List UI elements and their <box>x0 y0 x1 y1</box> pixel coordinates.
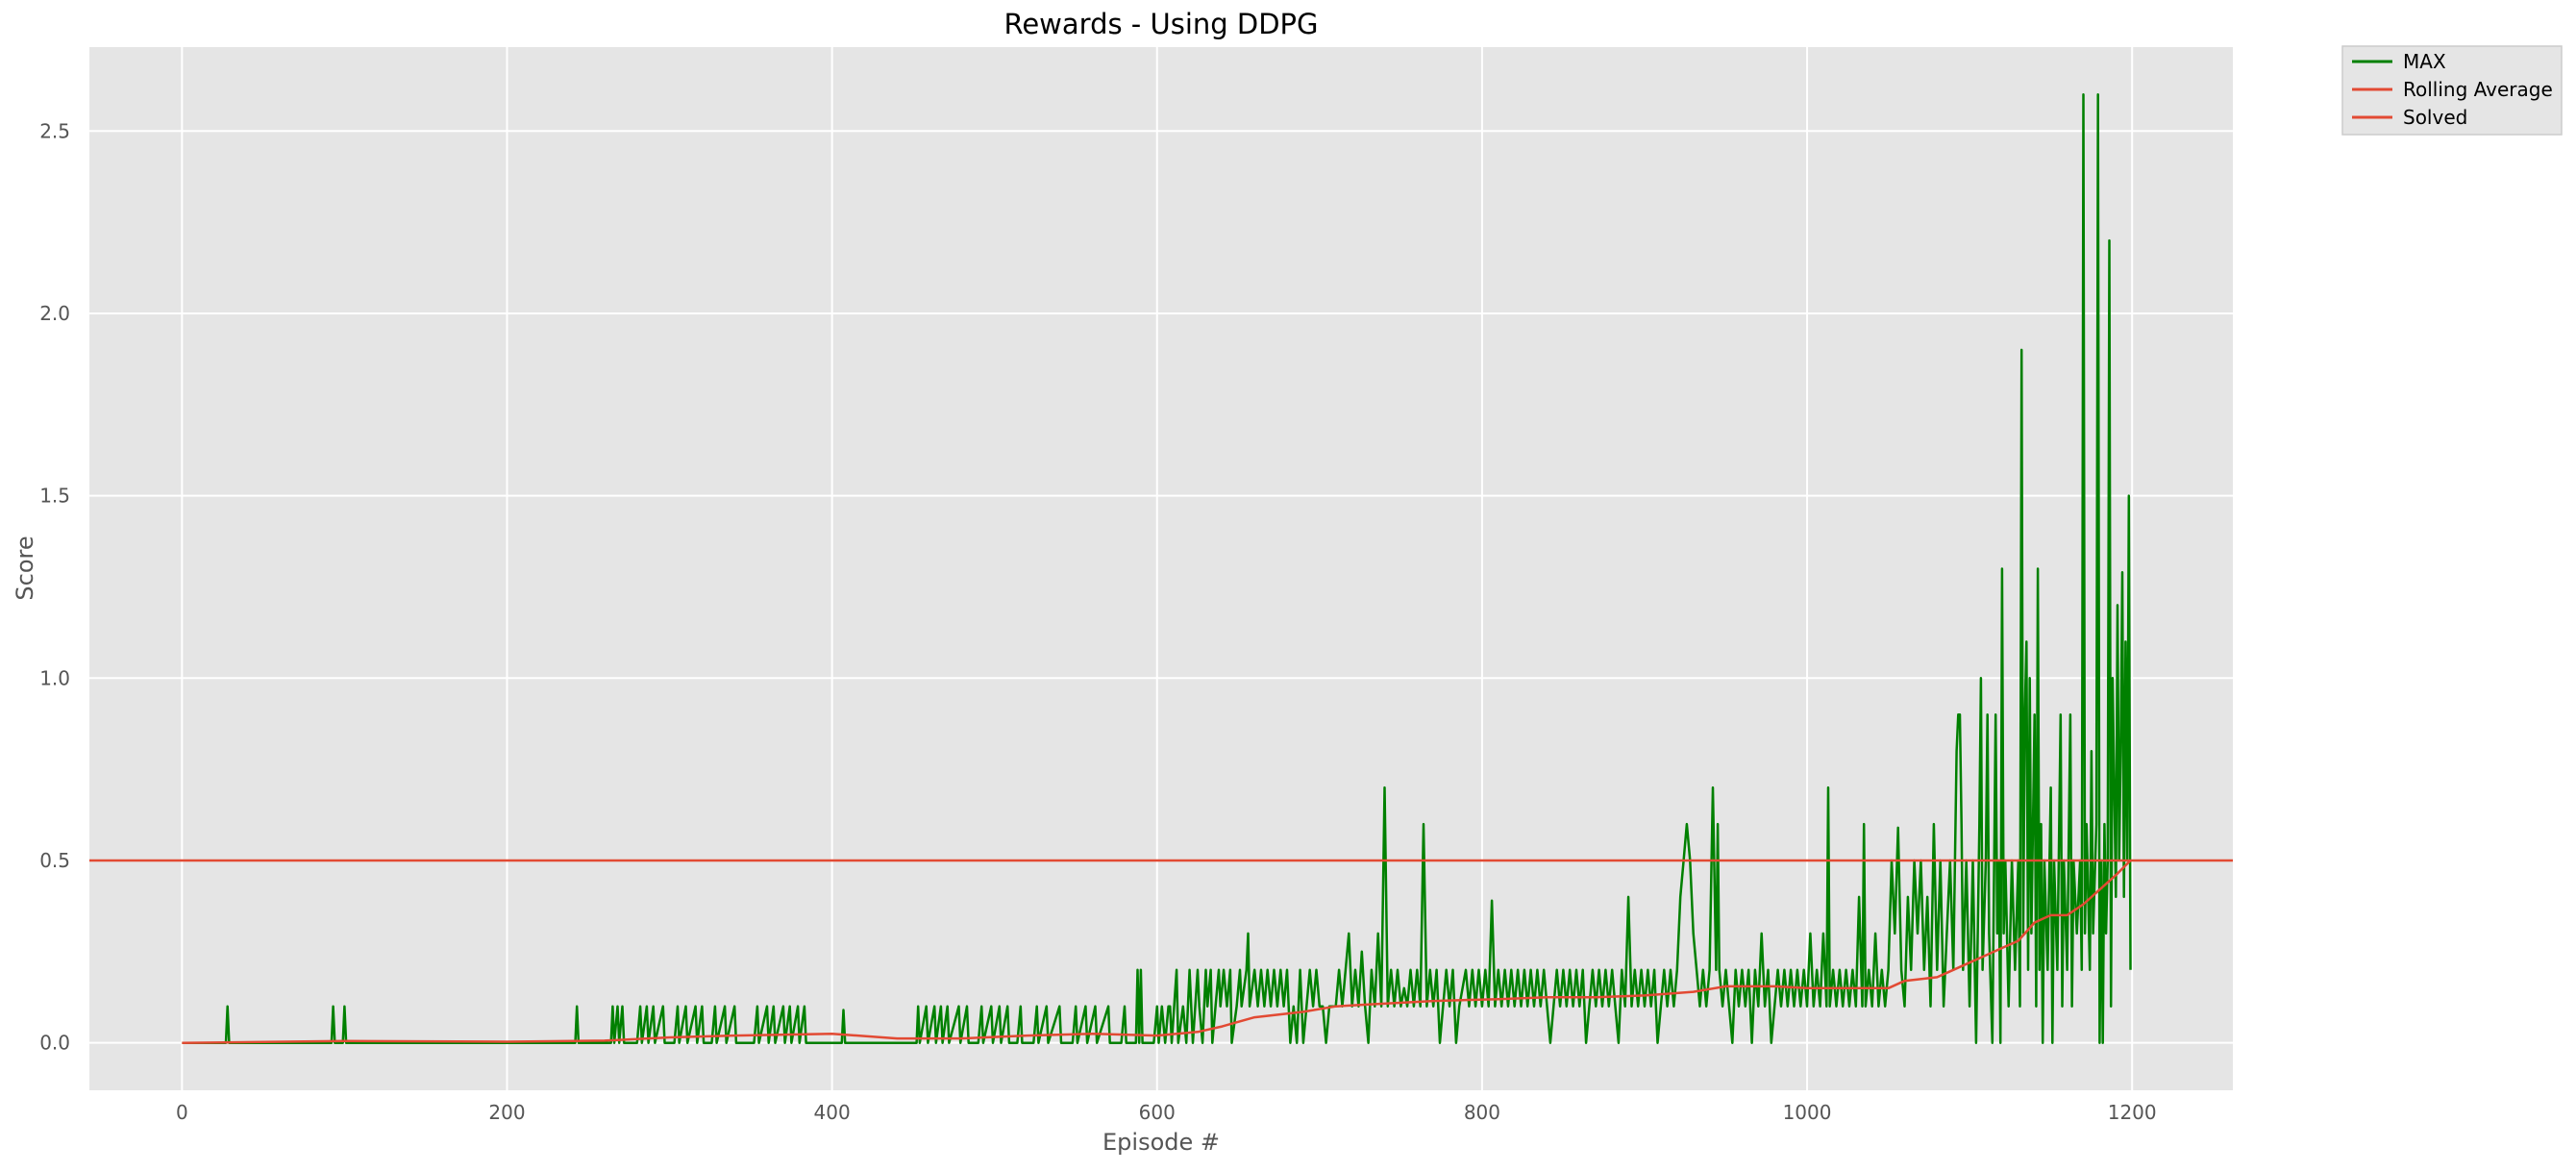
plot-background <box>89 47 2233 1090</box>
x-tick-label: 0 <box>176 1101 188 1124</box>
x-tick-label: 600 <box>1139 1101 1176 1124</box>
y-tick-label: 0.0 <box>39 1032 70 1055</box>
x-tick-label: 400 <box>814 1101 851 1124</box>
legend-label-max: MAX <box>2403 50 2446 73</box>
x-tick-label: 800 <box>1464 1101 1500 1124</box>
y-tick-label: 2.0 <box>39 302 70 325</box>
x-tick-label: 1200 <box>2108 1101 2157 1124</box>
y-tick-label: 1.0 <box>39 666 70 689</box>
y-tick-label: 2.5 <box>39 119 70 142</box>
series-line-max <box>182 93 2132 1044</box>
y-tick-label: 0.5 <box>39 849 70 872</box>
x-tick-label: 1000 <box>1783 1101 1832 1124</box>
legend-label-rolling-average: Rolling Average <box>2403 78 2553 101</box>
legend: MAX Rolling Average Solved <box>2341 45 2563 136</box>
x-axis-label: Episode # <box>1102 1129 1220 1156</box>
tick-labels: 0 200 400 600 800 1000 1200 0.0 0.5 1.0 1.5 2.0 2.5 <box>39 119 2156 1124</box>
y-tick-label: 1.5 <box>39 485 70 508</box>
series-line-rolling-average <box>182 860 2132 1044</box>
x-tick-label: 200 <box>488 1101 525 1124</box>
chart-title: Rewards - Using DDPG <box>1003 8 1318 40</box>
y-axis-label: Score <box>12 536 38 600</box>
series-layer <box>89 93 2233 1044</box>
legend-label-solved: Solved <box>2403 106 2467 129</box>
